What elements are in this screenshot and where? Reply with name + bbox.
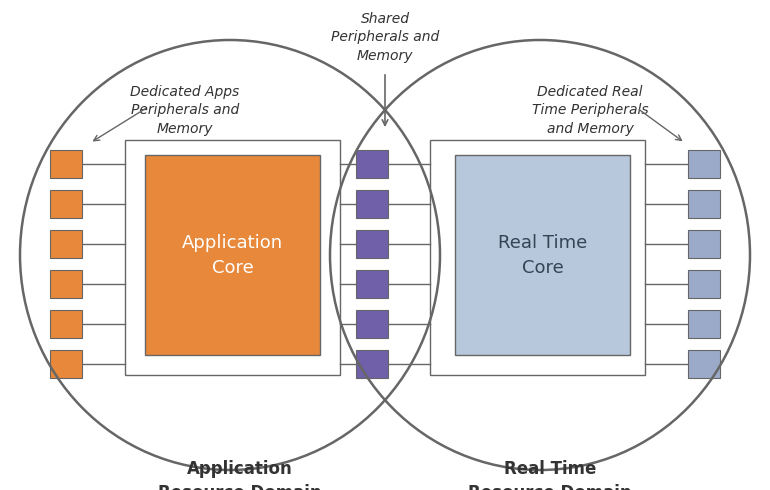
Text: Application
Core: Application Core <box>182 234 283 276</box>
Bar <box>688 190 720 218</box>
Text: Dedicated Apps
Peripherals and
Memory: Dedicated Apps Peripherals and Memory <box>130 85 239 136</box>
Bar <box>50 150 82 178</box>
Bar <box>688 150 720 178</box>
Ellipse shape <box>20 40 440 470</box>
Ellipse shape <box>330 40 750 470</box>
Text: Real Time
Resource Domain: Real Time Resource Domain <box>468 460 632 490</box>
Bar <box>356 230 388 258</box>
Bar <box>688 310 720 338</box>
Bar <box>356 150 388 178</box>
Bar <box>430 140 645 375</box>
Text: Real Time
Core: Real Time Core <box>498 234 587 276</box>
Bar <box>50 350 82 378</box>
Bar <box>50 310 82 338</box>
Bar <box>145 155 320 355</box>
Text: Shared
Peripherals and
Memory: Shared Peripherals and Memory <box>331 12 439 63</box>
Bar <box>50 190 82 218</box>
Bar <box>688 350 720 378</box>
Bar <box>356 190 388 218</box>
Bar <box>356 270 388 298</box>
Bar <box>356 350 388 378</box>
Bar <box>688 230 720 258</box>
Bar <box>356 310 388 338</box>
Text: Application
Resource Domain: Application Resource Domain <box>158 460 322 490</box>
Bar <box>50 270 82 298</box>
Text: Dedicated Real
Time Peripherals
and Memory: Dedicated Real Time Peripherals and Memo… <box>532 85 648 136</box>
Bar <box>688 270 720 298</box>
Bar <box>125 140 340 375</box>
Bar <box>455 155 630 355</box>
Bar <box>50 230 82 258</box>
